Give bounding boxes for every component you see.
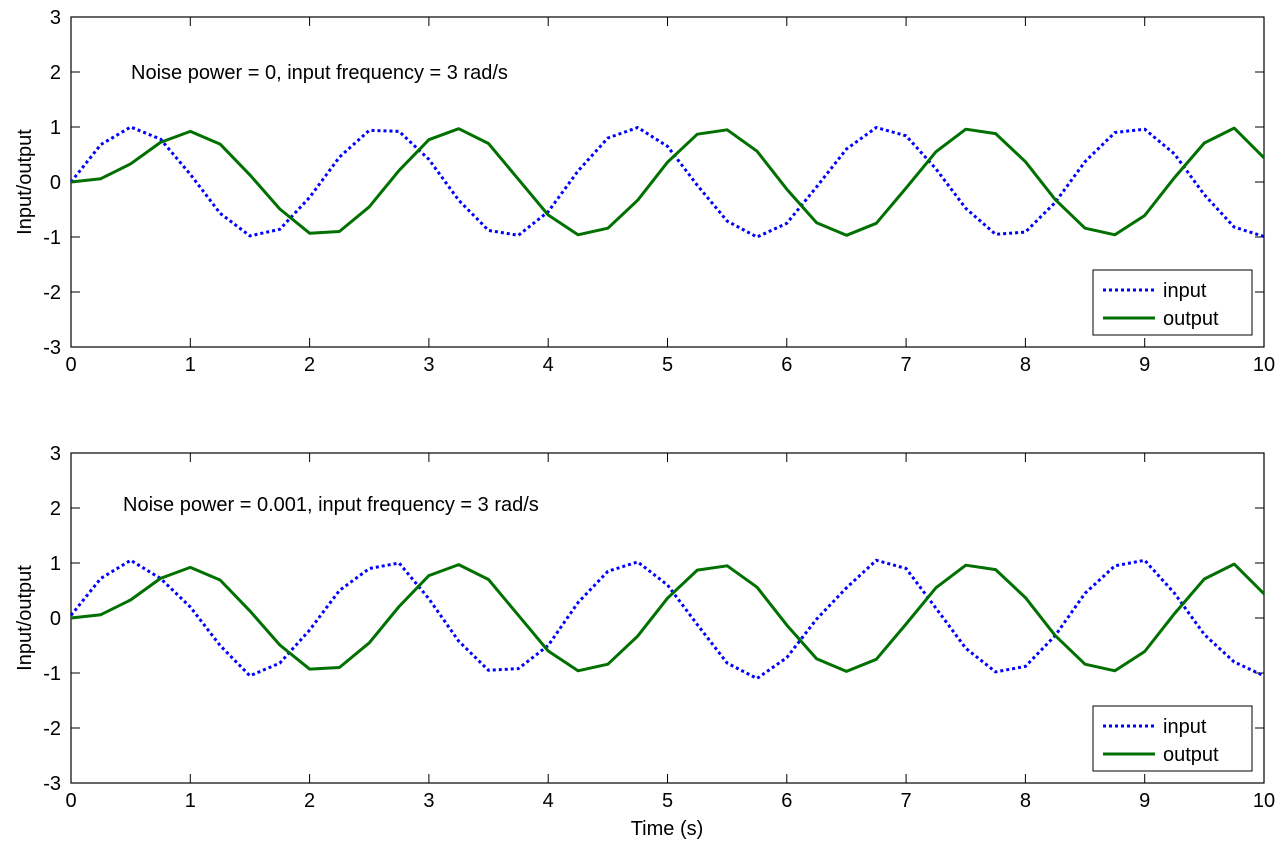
x-tick-label: 2 [304,354,315,376]
y-tick-label: 3 [50,7,61,29]
series-group [69,125,1266,239]
y-tick-label: -2 [43,282,61,304]
y-axis-label: Input/output [14,565,36,671]
legend-input-label: input [1163,280,1207,302]
tick-group: 0 1 2 3 4 5 6 7 8 9 10 -3 -2 -1 0 1 2 3 [43,443,1275,812]
y-tick-label: -3 [43,337,61,359]
x-tick-label: 0 [65,354,76,376]
series-line-output [70,126,1266,237]
series-line-input [69,125,1265,239]
y-tick-label: 1 [50,553,61,575]
annotation-text: Noise power = 0, input frequency = 3 rad… [131,62,508,84]
series-line-output [70,562,1266,673]
legend-output-label: output [1163,744,1219,766]
x-axis-label: Time (s) [631,818,704,840]
y-tick-label: 3 [50,443,61,465]
annotation-text: Noise power = 0.001, input frequency = 3… [123,494,539,516]
top-subplot: 0 1 2 3 4 5 6 7 8 9 10 -3 -2 -1 0 1 2 3 Noise power = 0, … [14,7,1275,376]
y-tick-label: 0 [50,608,61,630]
x-tick-label: 7 [901,354,912,376]
x-tick-label: 8 [1020,354,1031,376]
legend-box [1092,705,1253,772]
legend-output-label: output [1163,308,1219,330]
x-tick-label: 3 [423,354,434,376]
x-tick-label: 8 [1020,790,1031,812]
y-tick-label: -1 [43,663,61,685]
x-tick-label: 0 [65,790,76,812]
x-tick-label: 10 [1253,790,1275,812]
x-tick-label: 10 [1253,354,1275,376]
bottom-subplot: 0 1 2 3 4 5 6 7 8 9 10 -3 -2 -1 0 1 2 3 Noise power = 0.0… [14,443,1275,840]
y-tick-label: 2 [50,498,61,520]
x-tick-label: 2 [304,790,315,812]
x-tick-label: 1 [185,790,196,812]
x-tick-label: 1 [185,354,196,376]
y-tick-label: 0 [50,172,61,194]
x-tick-label: 4 [543,790,554,812]
y-tick-label: 1 [50,117,61,139]
series-group [69,558,1266,680]
series-line-input [69,558,1265,680]
y-tick-label: 2 [50,62,61,84]
y-tick-label: -3 [43,773,61,795]
x-tick-label: 4 [543,354,554,376]
x-tick-label: 6 [781,790,792,812]
x-tick-label: 3 [423,790,434,812]
legend: input output [1092,269,1253,336]
x-tick-label: 7 [901,790,912,812]
y-tick-label: -1 [43,227,61,249]
legend: input output [1092,705,1253,772]
legend-input-label: input [1163,716,1207,738]
x-tick-label: 9 [1139,354,1150,376]
x-tick-label: 6 [781,354,792,376]
y-tick-label: -2 [43,718,61,740]
x-tick-label: 9 [1139,790,1150,812]
x-tick-label: 5 [662,790,673,812]
x-tick-label: 5 [662,354,673,376]
y-axis-label: Input/output [14,129,36,235]
legend-box [1092,269,1253,336]
tick-group: 0 1 2 3 4 5 6 7 8 9 10 -3 -2 -1 0 1 2 3 [43,7,1275,376]
